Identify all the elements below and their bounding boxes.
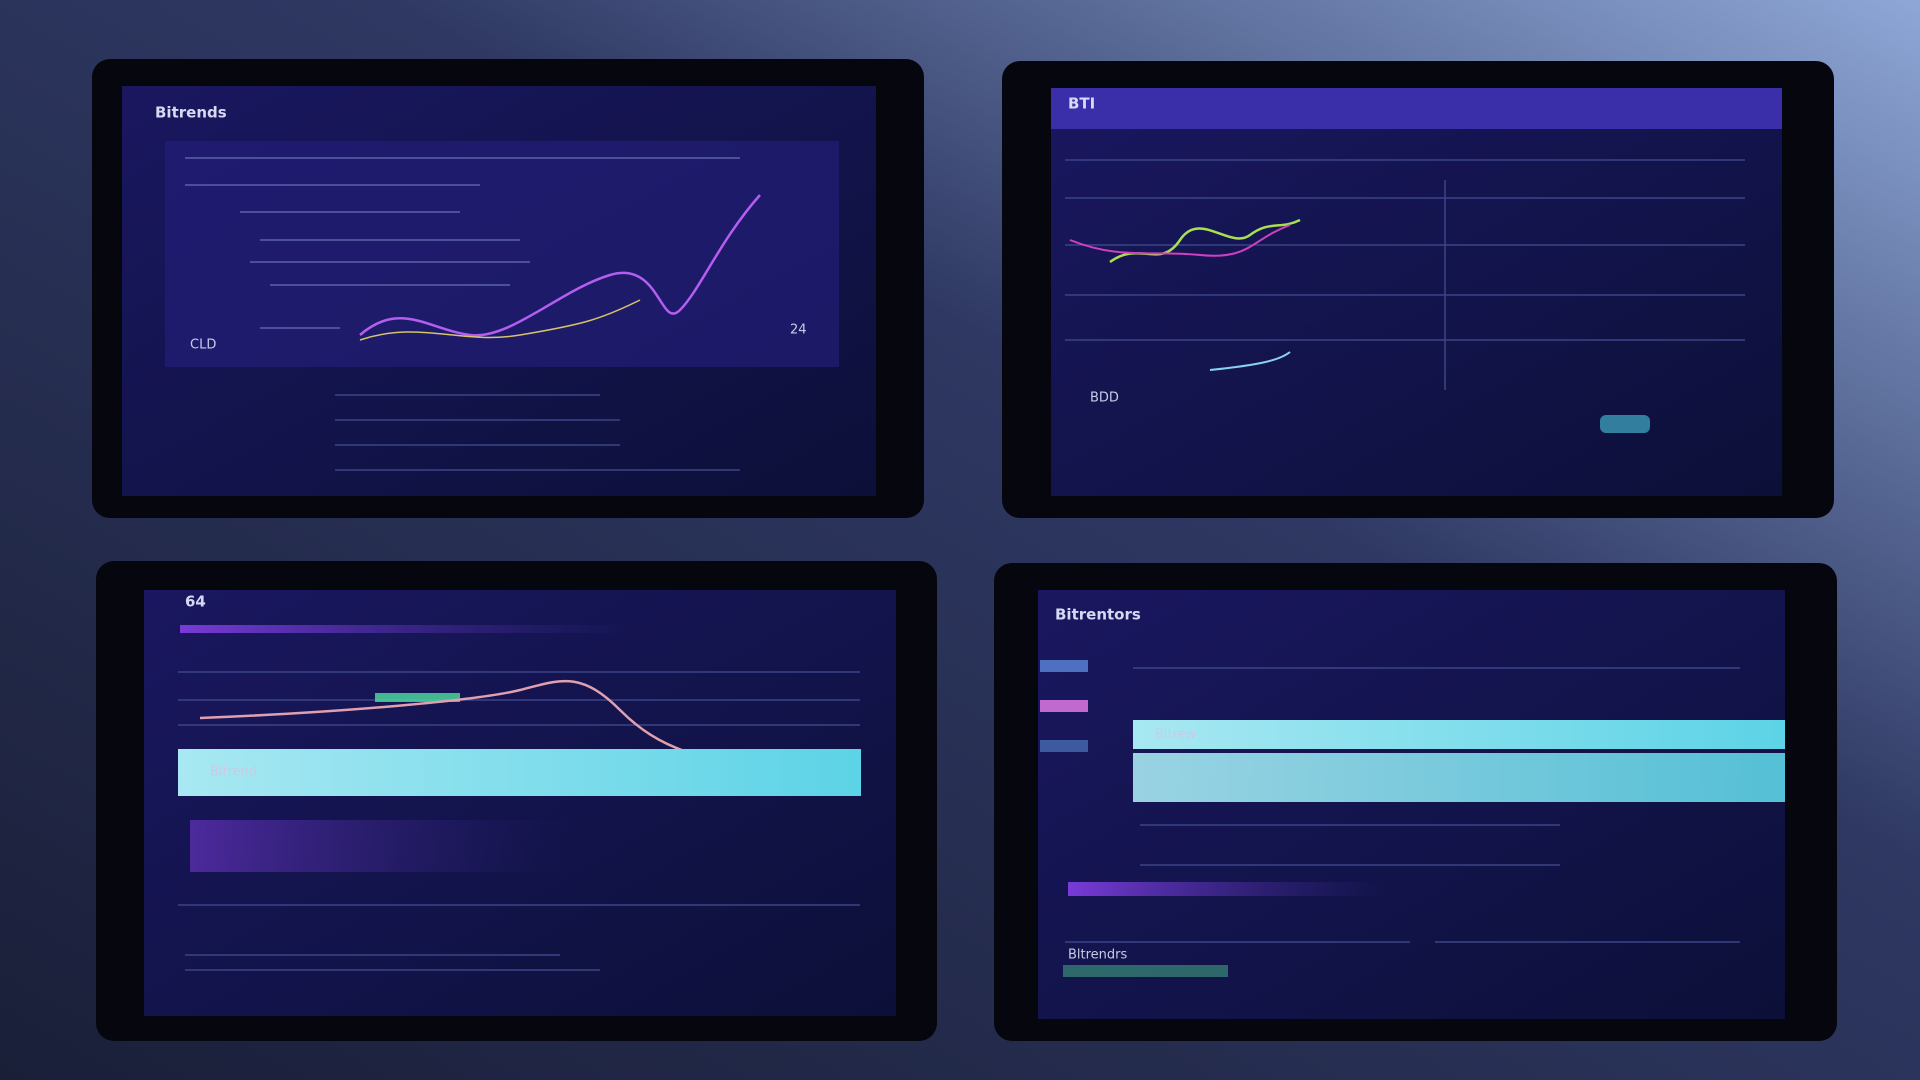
row-label: Bltrendrs [1068,948,1128,963]
highlight-row [1133,753,1785,802]
tab [1040,740,1088,752]
axis-label: CLD [190,338,216,353]
row-label: BDD [1090,391,1119,406]
row-label: Bitrend [210,765,257,780]
highlight-row [178,749,861,796]
panel-title: 64 [185,593,206,611]
highlight-row [1133,720,1785,749]
bar [190,820,570,872]
bar [1063,965,1228,977]
indicator [1600,415,1650,433]
trend-line [359,194,761,337]
side-label: 24 [790,323,807,338]
chart-area [165,141,839,367]
device-screen [1038,590,1785,1019]
trend-line [1069,224,1291,257]
panel-title: Bitrentors [1055,606,1141,624]
panel-title: Bitrends [155,104,227,122]
trend-line [359,299,641,341]
trend-line [1209,351,1291,371]
progress-bar [180,625,635,633]
panel-title: BTI [1068,95,1095,113]
device-screen [1051,88,1782,496]
device-screen [144,590,896,1016]
bar [1068,882,1388,896]
bar [375,693,460,702]
tab [1040,660,1088,672]
header-bar [1051,88,1782,129]
row-label: Bitrew [1155,728,1197,743]
tab [1040,700,1088,712]
